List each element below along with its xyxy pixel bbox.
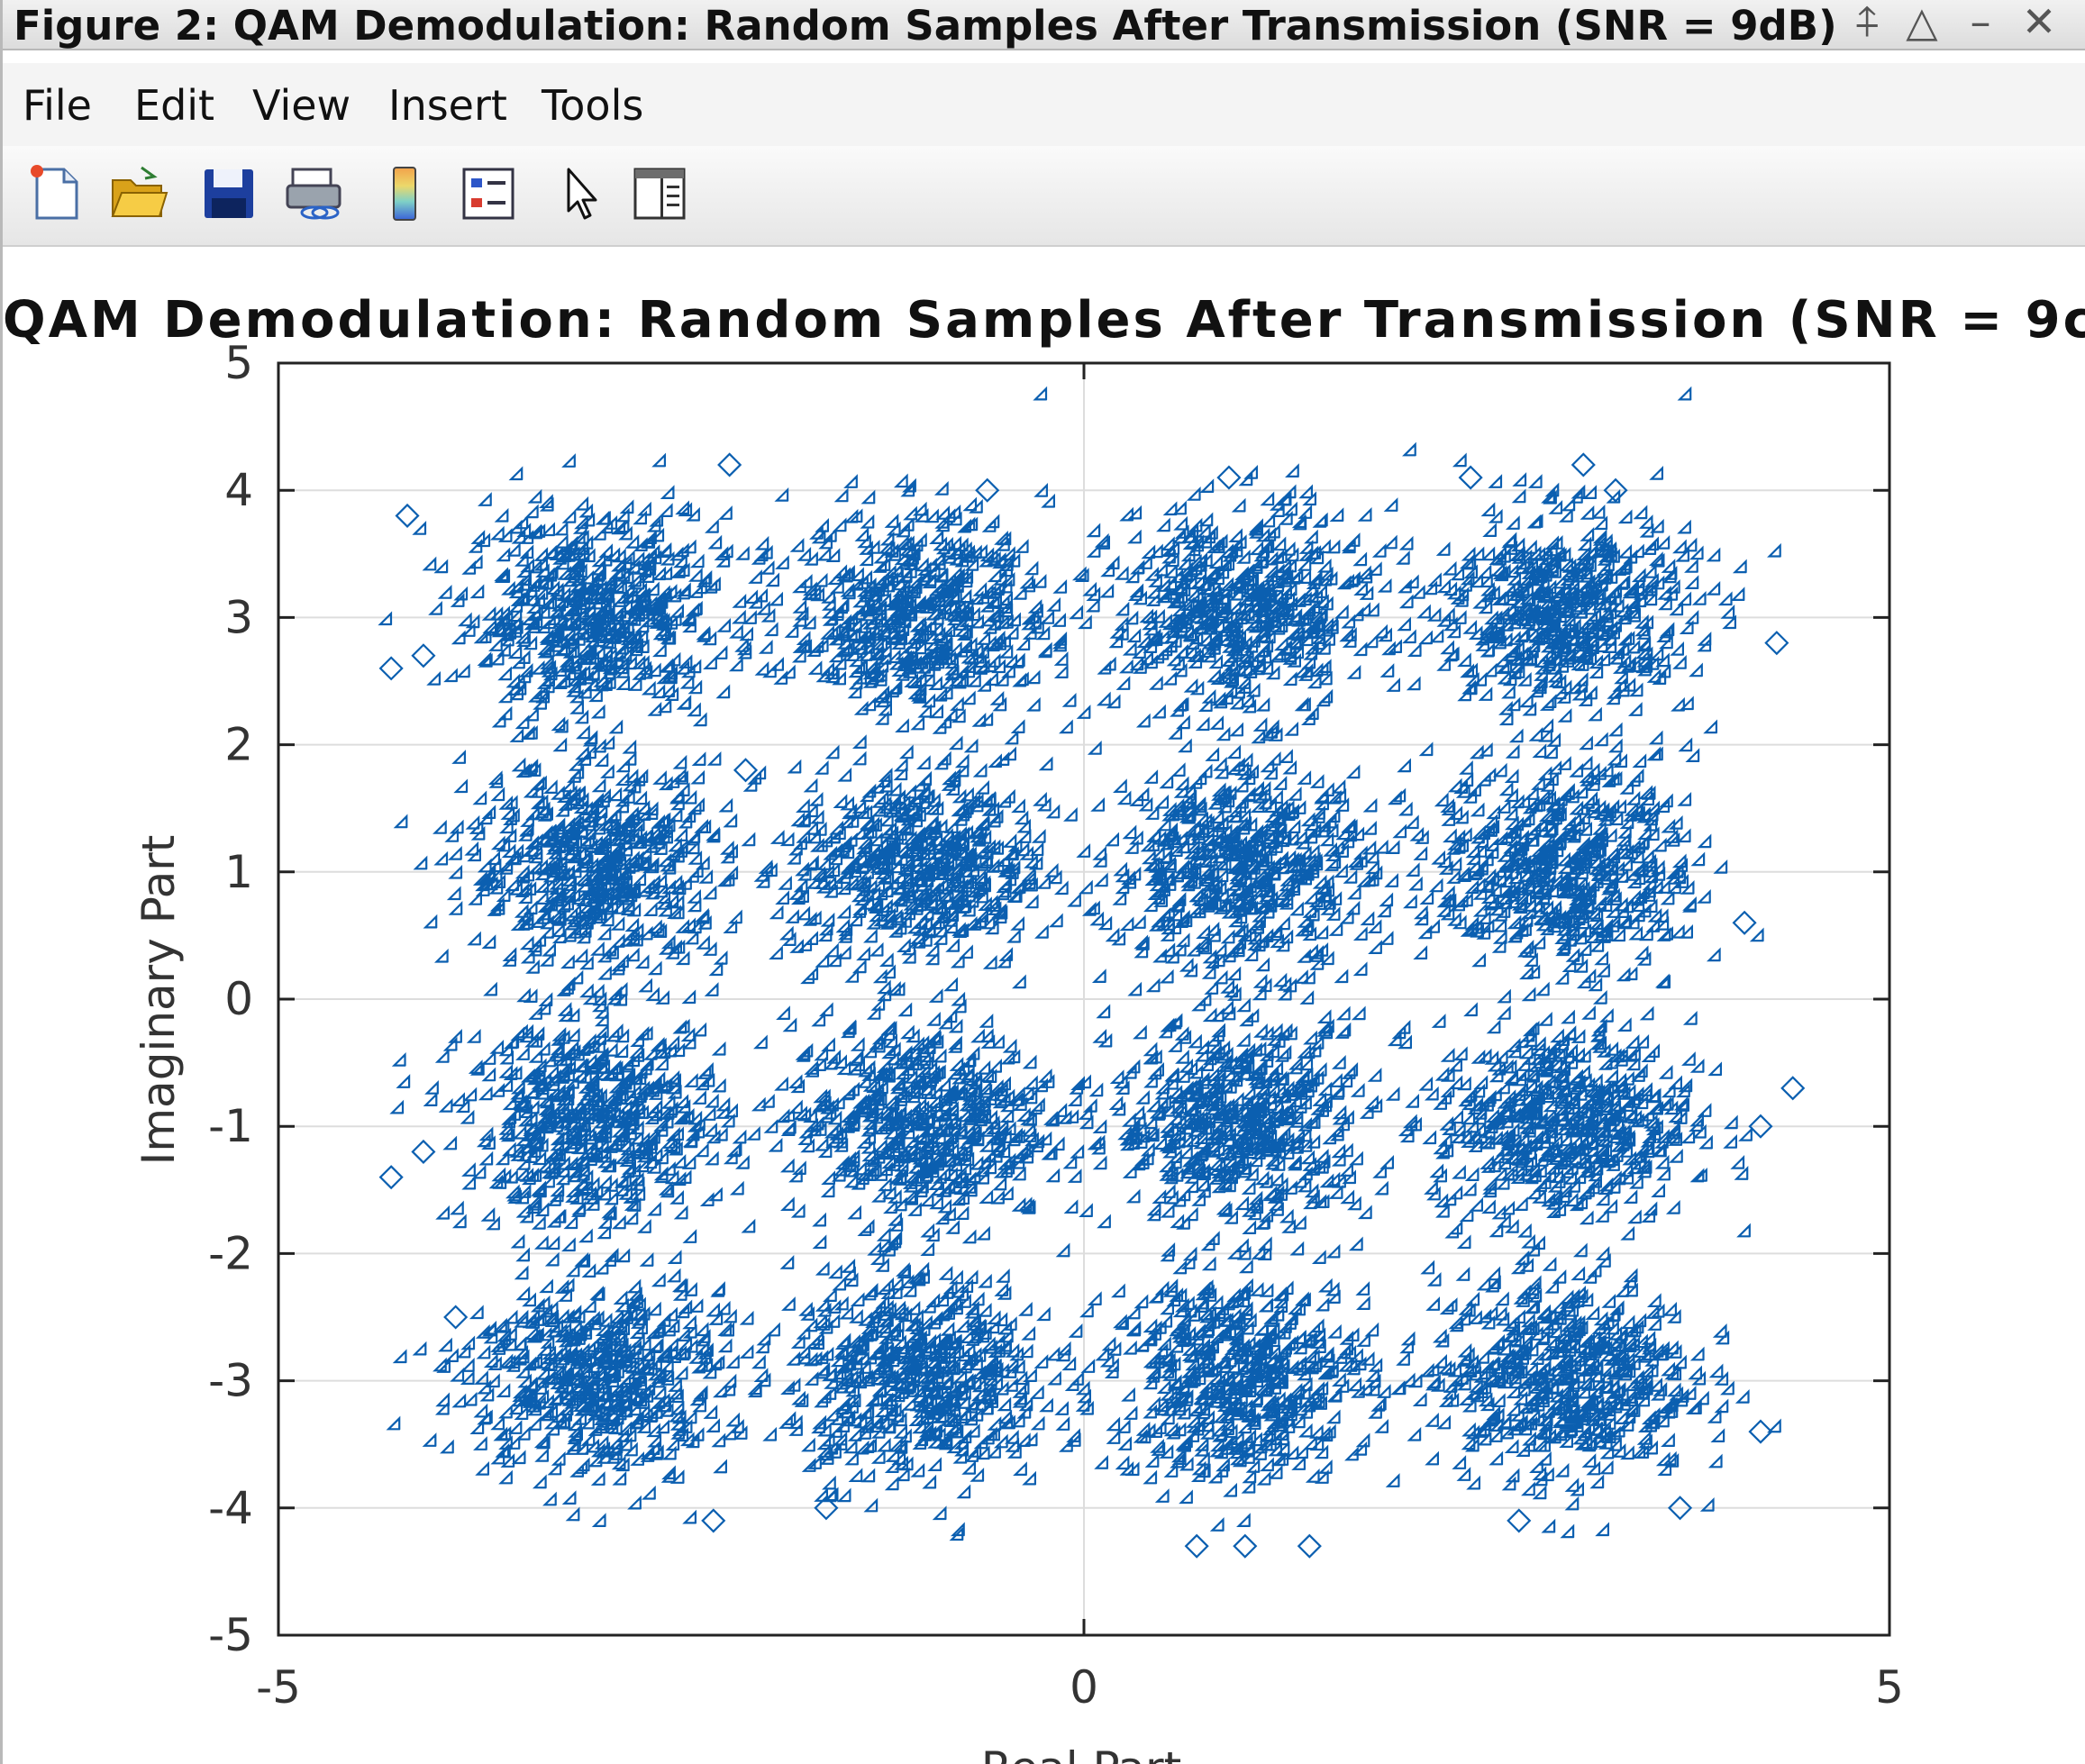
cluster-1_1 bbox=[1067, 704, 1407, 1042]
cluster--3_-3 bbox=[386, 1205, 815, 1528]
chart-title: QAM Demodulation: Random Samples After T… bbox=[3, 291, 2085, 350]
y-tick-label: -2 bbox=[208, 1227, 253, 1279]
x-tick-label: 5 bbox=[1875, 1661, 1904, 1714]
cluster-3_3 bbox=[1359, 386, 1781, 761]
plot-area: QAM Demodulation: Random Samples After T… bbox=[3, 291, 2085, 1764]
x-axis-label: Real Part bbox=[981, 1742, 1181, 1764]
outlier-point bbox=[1780, 1076, 1806, 1101]
outlier-point bbox=[395, 503, 420, 528]
scatter-points bbox=[378, 386, 1806, 1559]
cluster-1_3 bbox=[1052, 463, 1523, 773]
open-folder-icon[interactable] bbox=[109, 164, 168, 223]
outlier-point bbox=[378, 656, 404, 681]
menu-insert[interactable]: Insert bbox=[388, 81, 507, 130]
outlier-point bbox=[1668, 1496, 1693, 1521]
minimize-icon[interactable]: – bbox=[1970, 0, 1991, 46]
toolbar bbox=[3, 146, 2085, 247]
menu-file[interactable]: File bbox=[23, 81, 92, 130]
menu-view[interactable]: View bbox=[252, 81, 351, 130]
link-figure-icon[interactable] bbox=[284, 164, 343, 223]
cluster--3_3 bbox=[378, 452, 789, 772]
y-tick-label: -3 bbox=[208, 1355, 253, 1407]
legend-icon[interactable] bbox=[459, 164, 518, 223]
y-tick-label: -5 bbox=[208, 1609, 253, 1661]
x-tick-label: -5 bbox=[256, 1661, 301, 1714]
property-editor-icon[interactable] bbox=[630, 164, 689, 223]
outlier-point bbox=[1184, 1533, 1209, 1559]
outlier-point bbox=[1216, 465, 1242, 490]
outlier-point bbox=[975, 477, 1000, 503]
menu-tools[interactable]: Tools bbox=[542, 81, 644, 130]
outlier-point bbox=[1748, 1419, 1773, 1444]
cluster-1_-3 bbox=[1030, 1236, 1478, 1532]
y-tick-label: -1 bbox=[208, 1100, 253, 1152]
x-tick-label: 0 bbox=[1070, 1661, 1098, 1714]
axes: 5 4 3 2 1 0 -1 -2 -3 -4 -5-5 0 5 bbox=[208, 337, 1904, 1714]
y-tick-label: 4 bbox=[224, 464, 253, 516]
cluster--1_3 bbox=[729, 386, 1101, 759]
title-bar[interactable]: Figure 2: QAM Demodulation: Random Sampl… bbox=[3, 0, 2085, 50]
outlier-point bbox=[1297, 1533, 1322, 1559]
outlier-point bbox=[814, 1496, 839, 1521]
pin-icon[interactable]: ⍏ bbox=[1855, 0, 1880, 46]
outlier-point bbox=[411, 1139, 436, 1164]
outlier-point bbox=[411, 643, 436, 668]
menu-bar: File Edit View Insert Tools bbox=[3, 63, 2085, 146]
outlier-point bbox=[1458, 465, 1483, 490]
y-tick-label: 5 bbox=[224, 337, 253, 389]
outlier-point bbox=[443, 1305, 469, 1330]
menu-edit[interactable]: Edit bbox=[134, 81, 215, 130]
save-icon[interactable] bbox=[199, 164, 259, 223]
new-figure-icon[interactable] bbox=[26, 164, 86, 223]
outlier-point bbox=[1571, 452, 1596, 477]
cluster-3_-1 bbox=[1335, 974, 1753, 1281]
cluster-3_1 bbox=[1364, 727, 1764, 1004]
outlier-point bbox=[378, 1165, 404, 1190]
cluster-3_-3 bbox=[1364, 1185, 1781, 1539]
cluster--3_1 bbox=[393, 713, 778, 1045]
cluster--3_-1 bbox=[389, 944, 833, 1278]
y-axis-label: Imaginary Part bbox=[132, 835, 185, 1166]
y-tick-label: 1 bbox=[224, 846, 253, 898]
outlier-point bbox=[1507, 1508, 1532, 1533]
outlier-point bbox=[701, 1508, 726, 1533]
outlier-point bbox=[1764, 631, 1789, 656]
outlier-point bbox=[717, 452, 742, 477]
y-tick-label: 2 bbox=[224, 719, 253, 771]
pointer-icon[interactable] bbox=[549, 164, 608, 223]
close-icon[interactable]: ✕ bbox=[2021, 0, 2057, 46]
cluster--1_-3 bbox=[720, 1199, 1130, 1541]
outlier-point bbox=[733, 758, 759, 783]
y-tick-label: 0 bbox=[224, 973, 253, 1025]
outlier-point bbox=[1748, 1114, 1773, 1139]
outlier-point bbox=[1732, 910, 1757, 935]
outlier-point bbox=[1233, 1533, 1258, 1559]
outlier-point bbox=[1603, 477, 1628, 503]
cluster--1_1 bbox=[691, 735, 1120, 1003]
y-tick-label: -4 bbox=[208, 1482, 253, 1534]
maximize-icon[interactable]: △ bbox=[1906, 0, 1938, 46]
y-tick-label: 3 bbox=[224, 591, 253, 643]
window-title: Figure 2: QAM Demodulation: Random Sampl… bbox=[14, 2, 1837, 50]
colorbar-icon[interactable] bbox=[376, 164, 435, 223]
cluster--1_-1 bbox=[729, 931, 1137, 1284]
